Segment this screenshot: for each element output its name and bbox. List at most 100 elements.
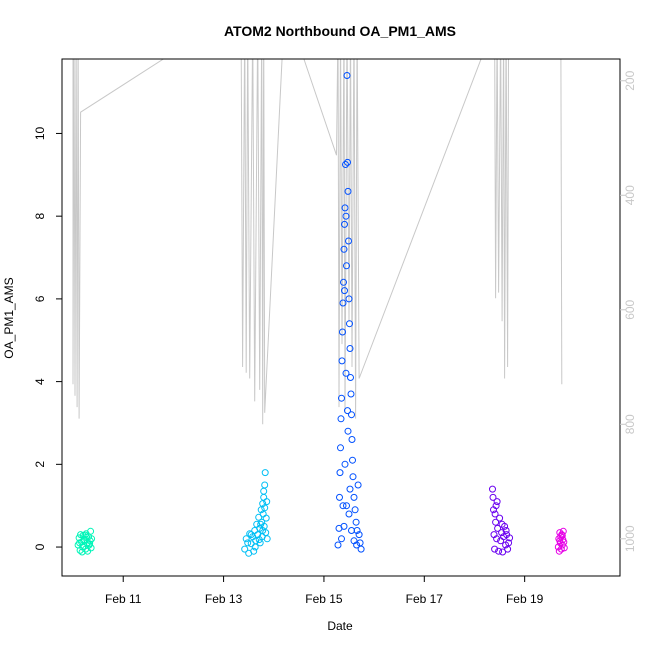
data-point [346,345,354,352]
data-point [337,444,344,452]
data-point [81,531,89,539]
data-point [263,535,271,543]
data-point [499,548,507,556]
data-point [340,278,347,286]
data-point [339,502,347,510]
data-point [251,543,259,551]
data-point [86,540,94,548]
x-tick-label: Feb 15 [305,592,343,606]
data-point [343,72,351,79]
y-tick-label: 8 [33,213,47,220]
data-point [260,522,268,530]
x-axis: Feb 11 Feb 13 Feb 15 Feb 17 Feb 19 [105,576,544,606]
y2-tick-label: 200 [623,70,637,90]
altitude-line [72,59,563,425]
x-tick-label: Feb 19 [506,592,544,606]
data-point [492,518,500,526]
data-point [357,545,365,553]
data-point [339,328,346,336]
data-point [352,518,360,526]
y2-tick-label: 1000 [623,525,637,552]
data-point [491,545,499,553]
y2-tick-label: 400 [623,185,637,205]
data-point [242,535,250,543]
data-point [244,539,252,547]
x-tick-label: Feb 11 [105,592,142,606]
data-point [260,493,268,501]
data-point [348,411,355,419]
data-point [489,493,497,501]
data-point [350,493,358,501]
data-point [346,485,354,493]
data-point [494,524,502,532]
plot-frame [61,58,621,577]
data-point [502,527,510,534]
data-point [349,473,357,481]
data-point [348,527,355,534]
data-point [83,533,91,541]
data-point [250,547,258,555]
data-point [560,544,568,552]
data-point [489,485,496,493]
data-point [257,506,265,514]
data-point [555,547,563,555]
data-point [260,487,268,495]
data-point [334,541,342,549]
data-point [349,456,356,464]
data-point [259,527,267,534]
y-axis: 0 2 4 6 8 10 [33,126,62,550]
data-point [257,520,265,528]
data-point [492,502,500,510]
data-point [254,531,262,539]
data-point [79,543,87,551]
data-point [340,245,348,253]
data-point [261,504,269,512]
data-point [351,506,359,514]
x-tick-label: Feb 17 [406,592,444,606]
data-point [341,204,349,212]
data-point [341,460,349,468]
data-point [338,357,346,365]
data-point [340,522,348,530]
x-axis-label: Date [327,619,353,633]
data-point [344,187,352,195]
data-point [347,390,355,398]
data-point [338,535,345,543]
chart-title: ATOM2 Northbound OA_PM1_AMS [224,23,456,39]
data-point [505,539,513,547]
data-point [498,520,506,528]
data-point [496,514,504,522]
scatter-points [74,72,568,557]
data-point [346,320,353,328]
y2-tick-label: 800 [623,414,637,434]
altitude-trace [72,59,563,425]
data-point [493,535,501,543]
data-point [341,287,348,295]
data-point [337,415,345,423]
data-point [336,493,343,501]
data-point [336,469,344,477]
data-point [262,514,270,522]
data-point [86,537,94,545]
data-point [345,510,353,518]
y-tick-label: 4 [33,378,47,385]
data-point [558,532,566,539]
data-point [338,394,345,402]
data-point [345,237,352,245]
data-point [559,527,567,535]
data-point [491,510,499,518]
data-point [344,407,351,415]
data-point [261,481,269,489]
data-point [355,531,363,539]
data-point [241,545,249,553]
y2-tick-label: 600 [623,299,637,319]
data-point [342,212,350,220]
data-point [347,374,354,381]
data-point [344,427,352,435]
y-tick-label: 0 [33,543,47,550]
data-point [255,513,263,521]
data-point [345,295,353,303]
data-point [353,541,361,549]
data-point [341,220,348,228]
